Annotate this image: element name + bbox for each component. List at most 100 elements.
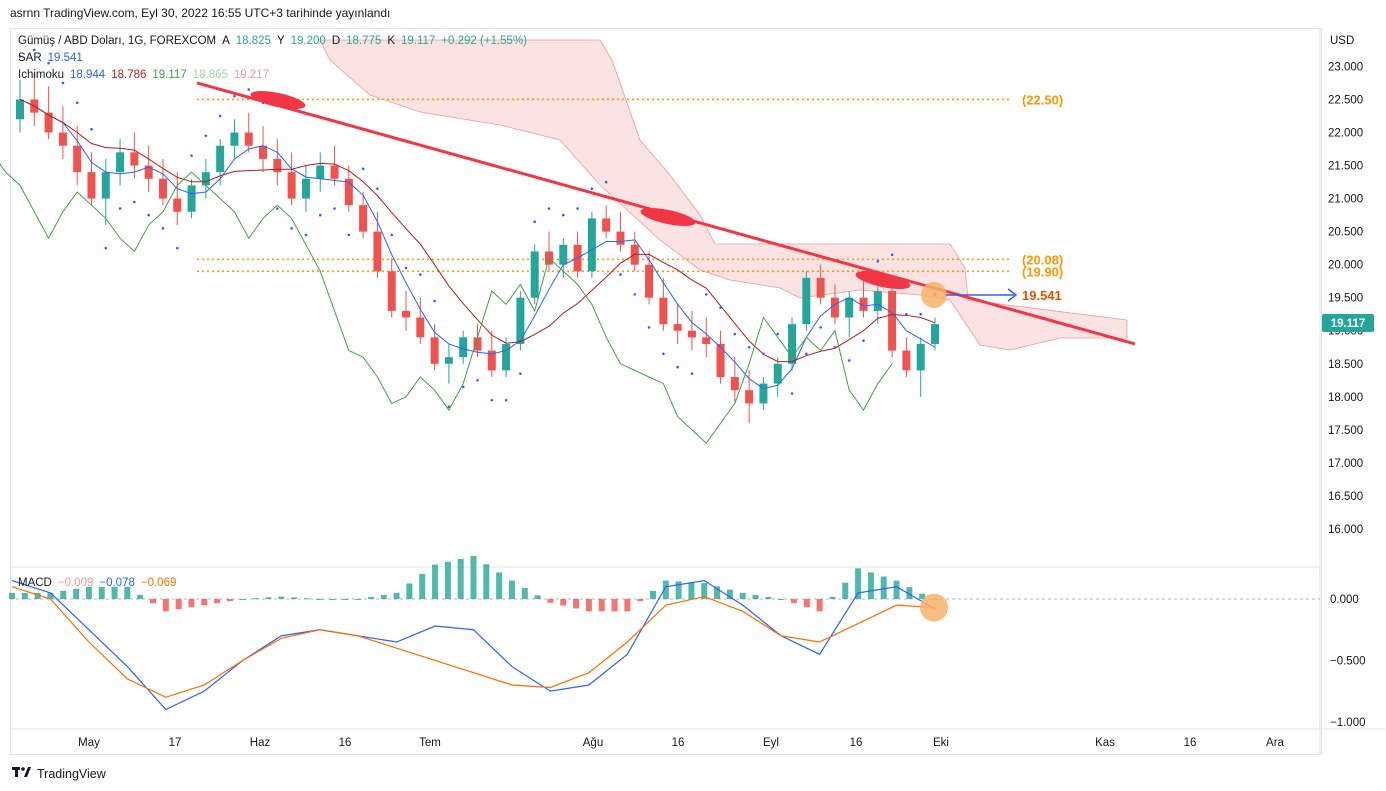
macd-histogram-bar — [778, 599, 785, 601]
macd-histogram-bar — [406, 583, 413, 600]
macd-histogram-bar — [714, 586, 721, 600]
sar-target-label: 19.541 — [1022, 288, 1062, 303]
macd-histogram-bar — [342, 599, 349, 601]
macd-histogram-bar — [470, 556, 477, 600]
candle-body — [459, 337, 468, 358]
time-axis-tick: 16 — [339, 737, 352, 749]
macd-histogram-bar — [214, 599, 221, 604]
candle-body — [373, 231, 382, 272]
macd-histogram-bar — [919, 593, 926, 600]
sar-dot — [719, 306, 722, 309]
sar-dot — [847, 359, 851, 362]
sar-dot — [390, 233, 394, 237]
sar-dot — [862, 339, 865, 342]
sar-dot — [404, 266, 408, 270]
sar-dot — [118, 207, 122, 210]
sar-dot — [833, 345, 837, 349]
sar-label: SAR — [18, 52, 42, 64]
macd-histogram-bar — [483, 564, 490, 600]
candle-body — [187, 185, 196, 212]
macd-histogram-bar — [688, 582, 695, 600]
sar-dot — [190, 154, 193, 157]
macd-histogram-bar — [150, 599, 157, 604]
time-axis-tick: Ara — [1266, 737, 1285, 749]
sar-dot — [147, 213, 150, 217]
candle-body — [730, 376, 739, 391]
last-price-tag — [1322, 314, 1374, 333]
published-header: asrnn TradingView.com, Eyl 30, 2022 16:5… — [10, 6, 391, 20]
price-axis-currency: USD — [1330, 35, 1354, 47]
sar-dot — [61, 81, 65, 85]
ichimoku-chikou-line — [0, 163, 893, 444]
candle-body — [430, 337, 439, 364]
macd-histogram-bar — [585, 599, 592, 612]
sar-dot — [790, 392, 794, 395]
sar-dot — [161, 227, 165, 230]
sar-dot — [776, 332, 780, 336]
price-axis-tick: 17.500 — [1328, 425, 1363, 437]
macd-histogram-bar — [21, 592, 28, 600]
macd-histogram-bar — [752, 594, 759, 600]
sar-legend[interactable]: SAR 19.541 — [18, 52, 89, 64]
ichimoku-span-b: 19.217 — [233, 69, 270, 81]
time-axis-tick: 17 — [169, 737, 182, 749]
macd-histogram-bar — [867, 572, 874, 600]
macd-histogram-bar — [842, 582, 849, 600]
macd-histogram-bar — [47, 592, 54, 600]
price-axis-tick: 20.000 — [1328, 260, 1363, 272]
macd-histogram-bar — [624, 599, 631, 612]
time-axis-tick: May — [78, 737, 100, 749]
macd-histogram-bar — [419, 574, 426, 600]
sar-dot — [433, 299, 436, 303]
macd-highlight-circle — [920, 593, 948, 622]
macd-label: MACD — [18, 577, 52, 589]
symbol-name[interactable]: Gümüş / ABD Doları, 1G, FOREXCOM — [18, 35, 217, 47]
candle-body — [216, 145, 225, 173]
ichimoku-tenkan-line — [19, 99, 936, 390]
macd-histogram-bar — [316, 599, 323, 601]
macd-histogram-bar — [188, 599, 195, 608]
macd-legend[interactable]: MACD −0.009 −0.078 −0.069 — [18, 577, 182, 589]
price-axis-tick: 21.500 — [1328, 161, 1363, 173]
sar-dot — [519, 372, 522, 375]
sar-dot — [676, 365, 679, 369]
macd-histogram-bar — [880, 576, 887, 600]
candle-body — [659, 297, 668, 325]
candle-body — [602, 218, 611, 232]
time-axis-tick: Haz — [250, 737, 271, 749]
change-value: +0.292 (+1.55%) — [441, 35, 527, 47]
macd-histogram-bar — [893, 580, 900, 600]
candle-body — [259, 145, 268, 159]
candle-body — [616, 231, 625, 245]
macd-histogram-bar — [329, 599, 336, 601]
macd-histogram-bar — [829, 596, 836, 600]
ichimoku-legend[interactable]: Ichimoku 18.944 18.786 19.117 18.865 19.217 — [18, 69, 275, 81]
time-axis-tick: Ağu — [583, 737, 603, 749]
sar-dot — [419, 273, 422, 276]
sar-dot — [890, 253, 894, 257]
candle-body — [444, 357, 453, 364]
macd-histogram-bar — [906, 587, 913, 600]
brand-footer[interactable]: TradingView — [12, 766, 106, 781]
open-label: A — [222, 35, 230, 47]
candle-body — [58, 132, 67, 146]
macd-histogram-bar — [278, 596, 285, 600]
sar-dot — [504, 398, 508, 402]
candle-body — [130, 152, 139, 166]
candle-body — [16, 99, 24, 120]
ichimoku-span-a: 18.865 — [192, 69, 228, 81]
symbol-legend: Gümüş / ABD Doları, 1G, FOREXCOM A 18.825 Y… — [18, 35, 533, 47]
sar-dot — [290, 227, 293, 230]
candle-body — [830, 297, 839, 318]
sar-dot — [576, 207, 579, 210]
time-axis-tick: 16 — [1184, 737, 1197, 749]
macd-histogram-bar — [521, 587, 528, 600]
candle-body — [387, 271, 396, 311]
macd-histogram-bar — [637, 599, 644, 602]
sar-dot — [476, 378, 479, 382]
macd-histogram-bar — [124, 586, 131, 600]
sar-dot — [204, 134, 208, 138]
sar-dot — [733, 332, 737, 336]
sar-dot — [819, 326, 822, 329]
